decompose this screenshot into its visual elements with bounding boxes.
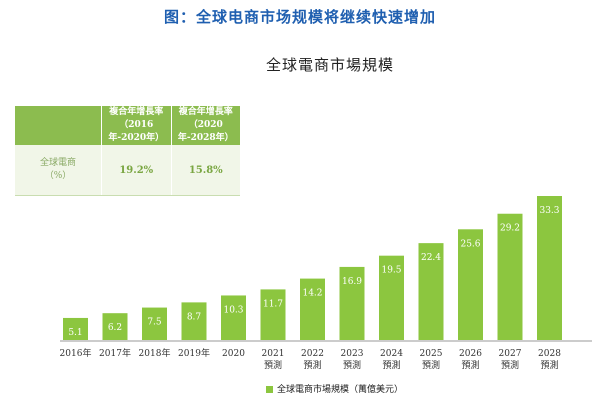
category-label: 2016年 xyxy=(60,347,92,359)
category-label-group: 2016年 2017年 2018年 2019年 2020 2021 預測 2022 預測 2023… xyxy=(60,347,562,371)
category-label: 2021 預測 xyxy=(262,349,285,371)
bar xyxy=(221,295,246,340)
category-label: 2028 預測 xyxy=(538,349,561,371)
category-label: 2027 預測 xyxy=(499,349,522,371)
cagr-header-2016-2020: 複合年增長率 （2016年-2020年） xyxy=(101,106,172,145)
bar xyxy=(260,289,286,340)
cagr-table: 複合年增長率 （2016年-2020年） 複合年增長率 （2020年-2028年） … xyxy=(15,106,240,196)
bar xyxy=(181,302,207,340)
category-label: 2019年 xyxy=(178,347,210,359)
category-label: 2017年 xyxy=(99,347,131,359)
page-title: 图：全球电商市场规模将继续快速增加 xyxy=(163,8,436,26)
cagr-value-2016-2020: 19.2% xyxy=(101,145,172,196)
cagr-value-2020-2028: 15.8% xyxy=(171,145,240,196)
category-label: 2020 xyxy=(222,349,245,359)
bar-value-label: 25.6 xyxy=(460,239,480,249)
bar-value-label: 5.1 xyxy=(68,328,82,338)
bar xyxy=(300,278,325,340)
cagr-header-2020-2028: 複合年增長率 （2020年-2028年） xyxy=(171,106,240,145)
category-label: 2024 預測 xyxy=(380,349,403,371)
bar-value-label: 8.7 xyxy=(187,312,202,322)
bar xyxy=(537,196,562,340)
bar-value-label: 33.3 xyxy=(539,206,559,216)
category-label: 2018年 xyxy=(139,347,171,359)
bar-value-label: 6.2 xyxy=(108,323,122,333)
category-label: 2025 預測 xyxy=(420,349,443,371)
legend: 全球電商市場規模（萬億美元） xyxy=(266,382,403,395)
bar-value-label: 22.4 xyxy=(421,253,441,263)
bar xyxy=(497,213,523,340)
bar xyxy=(379,255,404,340)
bar-value-label: 11.7 xyxy=(263,299,283,309)
cagr-table-row: 全球電商 （%） 19.2% 15.8% xyxy=(15,145,240,196)
bar xyxy=(339,266,365,340)
bar-value-label: 7.5 xyxy=(147,318,162,328)
bar-value-label: 14.2 xyxy=(302,289,322,299)
category-label: 2026 預測 xyxy=(459,349,482,371)
category-label: 2022 預測 xyxy=(301,349,324,371)
legend-swatch xyxy=(266,386,273,393)
bar-group: 5.1 6.2 7.5 8.7 10.3 11.7 14.2 16.9 19.5 22.4 25.6… xyxy=(63,196,562,340)
bar xyxy=(418,243,444,340)
bar xyxy=(63,317,88,340)
bar xyxy=(142,307,167,340)
bar xyxy=(102,313,128,340)
bar-value-label: 19.5 xyxy=(381,266,401,276)
legend-label: 全球電商市場規模（萬億美元） xyxy=(277,385,404,395)
cagr-row-label: 全球電商 （%） xyxy=(15,145,102,196)
category-label: 2023 預測 xyxy=(341,349,364,371)
bar-value-label: 29.2 xyxy=(500,224,520,234)
bar xyxy=(458,229,483,340)
bar-value-label: 10.3 xyxy=(223,305,243,315)
chart-title: 全球電商市場規模 xyxy=(265,56,394,74)
bar-value-label: 16.9 xyxy=(342,277,362,287)
cagr-header-blank xyxy=(15,106,102,145)
cagr-table-header-row: 複合年增長率 （2016年-2020年） 複合年增長率 （2020年-2028年） xyxy=(15,106,240,145)
